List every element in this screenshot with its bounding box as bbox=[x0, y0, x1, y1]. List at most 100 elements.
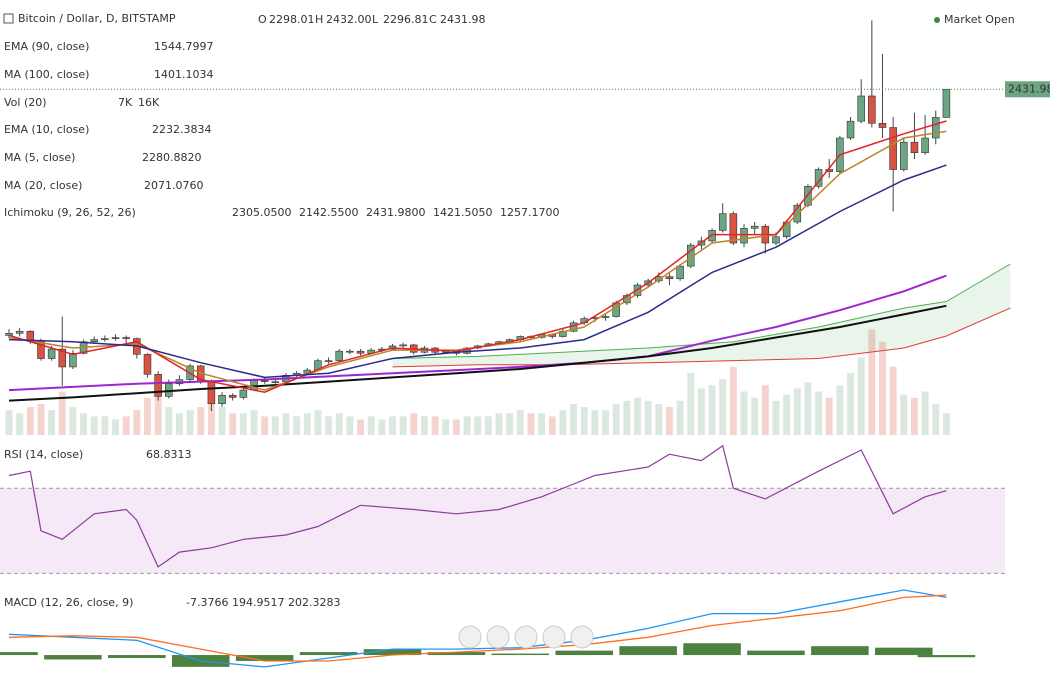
macd-histogram-bar bbox=[235, 655, 294, 661]
legend-value: 1257.1700 bbox=[500, 206, 560, 219]
volume-bar bbox=[815, 391, 823, 435]
candle-body bbox=[601, 316, 610, 318]
legend-value: 1421.5050 bbox=[433, 206, 493, 219]
candle-body bbox=[111, 337, 120, 339]
volume-bar bbox=[612, 403, 620, 435]
volume-bar bbox=[346, 416, 354, 435]
sub-layer bbox=[0, 444, 1005, 668]
volume-bar bbox=[207, 394, 215, 435]
volume-bar bbox=[144, 397, 151, 435]
candle-body bbox=[207, 381, 216, 405]
legend-name: EMA (90, close) bbox=[4, 40, 89, 53]
candle-body bbox=[90, 339, 98, 343]
legend-value: 68.8313 bbox=[146, 448, 192, 461]
volume-bar bbox=[399, 416, 407, 435]
zoom-in-button[interactable] bbox=[542, 625, 566, 649]
volume-bar bbox=[634, 397, 641, 435]
macd-histogram-bar bbox=[0, 652, 38, 656]
legend-value: 2431.9800 bbox=[366, 206, 426, 219]
candle-body bbox=[47, 348, 56, 359]
volume-bar bbox=[900, 394, 908, 435]
volume-bar bbox=[857, 357, 865, 435]
volume-bar bbox=[910, 397, 918, 435]
volume-bar bbox=[602, 410, 609, 435]
volume-bar bbox=[389, 416, 396, 435]
macd-histogram-bar bbox=[299, 652, 358, 656]
volume-bar bbox=[868, 329, 876, 435]
candle-body bbox=[69, 352, 77, 368]
volume-bar bbox=[197, 407, 205, 435]
volume-bar bbox=[37, 403, 45, 435]
rsi-band bbox=[0, 488, 1005, 574]
legend-name: MA (5, close) bbox=[4, 151, 75, 164]
volume-bar bbox=[772, 400, 780, 435]
volume-bar bbox=[261, 416, 269, 435]
volume-bar bbox=[48, 410, 56, 435]
scroll-left-button[interactable] bbox=[458, 625, 482, 649]
volume-bar bbox=[783, 394, 791, 435]
candle-body bbox=[729, 213, 738, 244]
volume-bar bbox=[175, 413, 183, 435]
volume-bar bbox=[676, 400, 684, 435]
volume-bar bbox=[293, 416, 301, 435]
volume-bar bbox=[644, 400, 652, 435]
volume-bar bbox=[474, 416, 482, 435]
volume-bar bbox=[378, 419, 386, 435]
volume-bar bbox=[580, 407, 588, 435]
ohlc-key: O bbox=[258, 13, 267, 26]
volume-bar bbox=[442, 419, 450, 435]
axis-layer: 2431.98 bbox=[1005, 81, 1050, 98]
reset-button[interactable] bbox=[514, 625, 538, 649]
scroll-right-button[interactable] bbox=[570, 625, 594, 649]
macd-histogram-bar bbox=[108, 655, 166, 659]
vol-layer bbox=[5, 329, 950, 435]
volume-bar bbox=[665, 407, 673, 435]
overlay-line bbox=[8, 304, 947, 402]
zoom-out-button[interactable] bbox=[486, 625, 510, 649]
volume-bar bbox=[804, 382, 812, 435]
volume-bar bbox=[879, 341, 886, 435]
candle-body bbox=[910, 141, 919, 154]
volume-bar bbox=[420, 416, 428, 435]
volume-bar bbox=[463, 416, 471, 435]
legend-value: 2280.8820 bbox=[142, 151, 202, 164]
volume-bar bbox=[133, 410, 141, 435]
price-tag bbox=[1005, 81, 1050, 98]
candle-body bbox=[740, 228, 748, 244]
volume-bar bbox=[538, 413, 546, 435]
candle-body bbox=[942, 88, 951, 118]
candle-body bbox=[271, 381, 280, 383]
candle-body bbox=[900, 141, 908, 170]
candle-body bbox=[154, 373, 162, 397]
overlay-line bbox=[8, 164, 947, 379]
volume-bar bbox=[655, 403, 663, 435]
volume-bar bbox=[122, 416, 130, 435]
candle-body bbox=[346, 350, 354, 353]
volume-bar bbox=[58, 391, 66, 435]
volume-bar bbox=[484, 416, 492, 435]
volume-bar bbox=[26, 407, 34, 435]
candle-body bbox=[260, 380, 269, 382]
price-tag-label: 2431.98 bbox=[1008, 82, 1050, 95]
candle-body bbox=[324, 360, 333, 362]
macd-histogram-bar bbox=[683, 643, 741, 656]
candle-body bbox=[122, 337, 130, 339]
macd-histogram-bar bbox=[491, 653, 550, 656]
market-status: Market Open bbox=[944, 13, 1015, 26]
ichimoku-span-a bbox=[392, 263, 1011, 359]
macd-histogram-bar bbox=[917, 655, 976, 658]
volume-bar bbox=[229, 413, 237, 435]
volume-bar bbox=[506, 413, 514, 435]
candle-body bbox=[239, 389, 248, 398]
volume-bar bbox=[516, 410, 524, 435]
macd-histogram-bar bbox=[363, 649, 422, 656]
legend-value: 2305.0500 bbox=[232, 206, 292, 219]
volume-bar bbox=[282, 413, 290, 435]
macd-histogram-bar bbox=[555, 650, 613, 656]
volume-bar bbox=[591, 410, 599, 435]
volume-bar bbox=[80, 413, 88, 435]
volume-bar bbox=[761, 385, 769, 435]
legend-layer: Bitcoin / Dollar, D, BITSTAMP O 2298.01 H 24… bbox=[3, 12, 1015, 609]
legend-value: 194.9517 bbox=[232, 596, 285, 609]
